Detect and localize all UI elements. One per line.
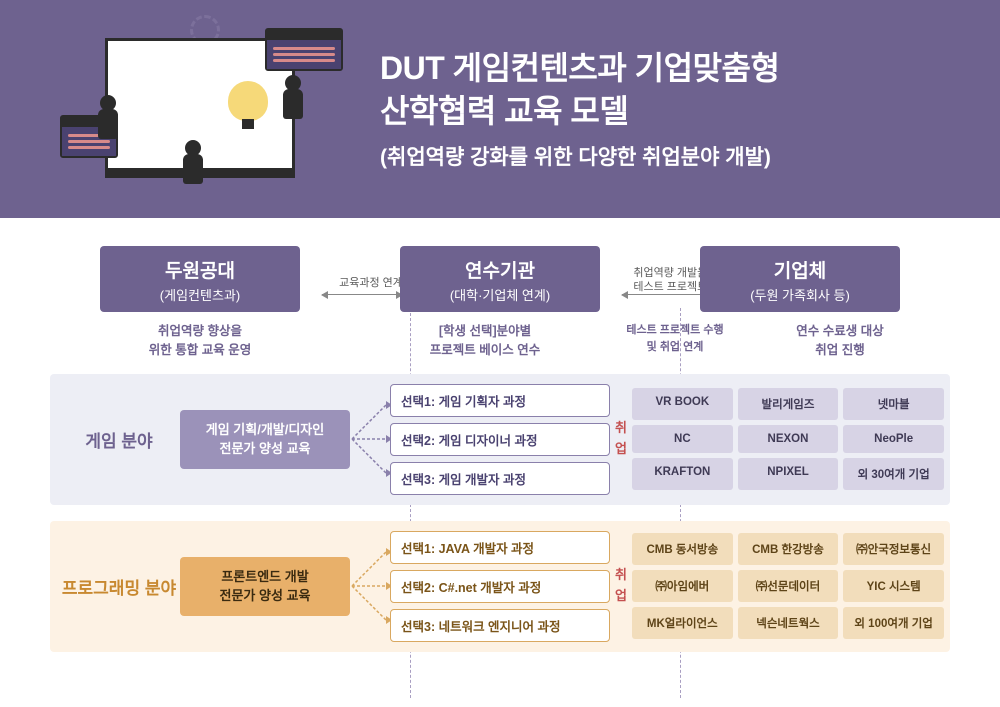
company-chip: NeoPle: [843, 425, 944, 453]
company-chip: YIC 시스템: [843, 570, 944, 602]
hero-title-line2: 산학협력 교육 모델: [380, 93, 628, 129]
track-programming: 프로그래밍 분야 프론트엔드 개발 전문가 양성 교육 선택1: JAVA 개발…: [50, 521, 950, 652]
company-chip: ㈜아임에버: [632, 570, 733, 602]
column-descriptions: 취업역량 향상을 위한 통합 교육 운영 [학생 선택]분야별 프로젝트 베이스…: [50, 322, 950, 360]
company-chip: 외 30여개 기업: [843, 458, 944, 490]
col-header: 기업체 (두원 가족회사 등): [700, 246, 900, 312]
education-box: 게임 기획/개발/디자인 전문가 양성 교육: [180, 410, 350, 469]
lightbulb-icon: [228, 81, 268, 121]
company-chip: NC: [632, 425, 733, 453]
company-chip: KRAFTON: [632, 458, 733, 490]
track-game: 게임 분야 게임 기획/개발/디자인 전문가 양성 교육 선택1: 게임 기획자…: [50, 374, 950, 505]
top-columns: 교육과정 연계 취업역량 개발을 위한 테스트 프로젝트 발주 두원공대 (게임…: [50, 246, 950, 312]
col-subtitle: (두원 가족회사 등): [728, 285, 872, 304]
person-icon: [180, 140, 206, 184]
education-box: 프론트엔드 개발 전문가 양성 교육: [180, 557, 350, 616]
company-chip: CMB 한강방송: [738, 533, 839, 565]
hero-title: DUT 게임컨텐츠과 기업맞춤형 산학협력 교육 모델: [380, 47, 779, 133]
person-icon: [95, 95, 121, 139]
option-item: 선택1: 게임 기획자 과정: [390, 384, 610, 417]
employment-badge: 취 업: [610, 418, 632, 460]
col-desc: 테스트 프로젝트 수행 및 취업 연계: [620, 322, 730, 360]
company-chip: CMB 동서방송: [632, 533, 733, 565]
company-chip: 외 100여개 기업: [843, 607, 944, 639]
hero-banner: DUT 게임컨텐츠과 기업맞춤형 산학협력 교육 모델 (취업역량 강화를 위한…: [0, 0, 1000, 218]
company-grid: VR BOOK 발리게임즈 넷마블 NC NEXON NeoPle KRAFTO…: [632, 388, 950, 490]
person-icon: [280, 75, 306, 119]
fan-connector: [350, 389, 390, 489]
company-chip: NPIXEL: [738, 458, 839, 490]
company-chip: ㈜선문데이터: [738, 570, 839, 602]
col-subtitle: (대학·기업체 연계): [428, 285, 572, 304]
hero-illustration: [50, 20, 350, 210]
fan-connector: [350, 536, 390, 636]
company-chip: NEXON: [738, 425, 839, 453]
col-training: 연수기관 (대학·기업체 연계): [350, 246, 650, 312]
company-chip: MK얼라이언스: [632, 607, 733, 639]
col-title: 기업체: [728, 256, 872, 283]
company-chip: 넥슨네트웍스: [738, 607, 839, 639]
company-chip: 발리게임즈: [738, 388, 839, 420]
track-label: 게임 분야: [50, 427, 180, 452]
tracks: 게임 분야 게임 기획/개발/디자인 전문가 양성 교육 선택1: 게임 기획자…: [50, 374, 950, 652]
option-item: 선택3: 게임 개발자 과정: [390, 462, 610, 495]
col-header: 두원공대 (게임컨텐츠과): [100, 246, 300, 312]
col-header: 연수기관 (대학·기업체 연계): [400, 246, 600, 312]
col-desc: [학생 선택]분야별 프로젝트 베이스 연수: [350, 322, 620, 360]
code-window-icon: [265, 28, 343, 71]
option-item: 선택3: 네트워크 엔지니어 과정: [390, 609, 610, 642]
company-chip: 넷마블: [843, 388, 944, 420]
option-item: 선택1: JAVA 개발자 과정: [390, 531, 610, 564]
col-university: 두원공대 (게임컨텐츠과): [50, 246, 350, 312]
hero-title-line1: DUT 게임컨텐츠과 기업맞춤형: [380, 50, 779, 86]
option-list: 선택1: 게임 기획자 과정 선택2: 게임 디자이너 과정 선택3: 게임 개…: [390, 384, 610, 495]
hero-subtitle: (취업역량 강화를 위한 다양한 취업분야 개발): [380, 141, 779, 171]
company-grid: CMB 동서방송 CMB 한강방송 ㈜안국정보통신 ㈜아임에버 ㈜선문데이터 Y…: [632, 533, 950, 639]
col-desc: 취업역량 향상을 위한 통합 교육 운영: [50, 322, 350, 360]
company-chip: ㈜안국정보통신: [843, 533, 944, 565]
hero-text: DUT 게임컨텐츠과 기업맞춤형 산학협력 교육 모델 (취업역량 강화를 위한…: [380, 47, 779, 171]
col-title: 연수기관: [428, 256, 572, 283]
option-item: 선택2: 게임 디자이너 과정: [390, 423, 610, 456]
option-list: 선택1: JAVA 개발자 과정 선택2: C#.net 개발자 과정 선택3:…: [390, 531, 610, 642]
diagram-main: 교육과정 연계 취업역량 개발을 위한 테스트 프로젝트 발주 두원공대 (게임…: [0, 218, 1000, 672]
col-title: 두원공대: [128, 256, 272, 283]
track-label: 프로그래밍 분야: [50, 574, 180, 599]
col-subtitle: (게임컨텐츠과): [128, 285, 272, 304]
company-chip: VR BOOK: [632, 388, 733, 420]
col-desc: 연수 수료생 대상 취업 진행: [730, 322, 950, 360]
employment-badge: 취 업: [610, 565, 632, 607]
col-company: 기업체 (두원 가족회사 등): [650, 246, 950, 312]
option-item: 선택2: C#.net 개발자 과정: [390, 570, 610, 603]
